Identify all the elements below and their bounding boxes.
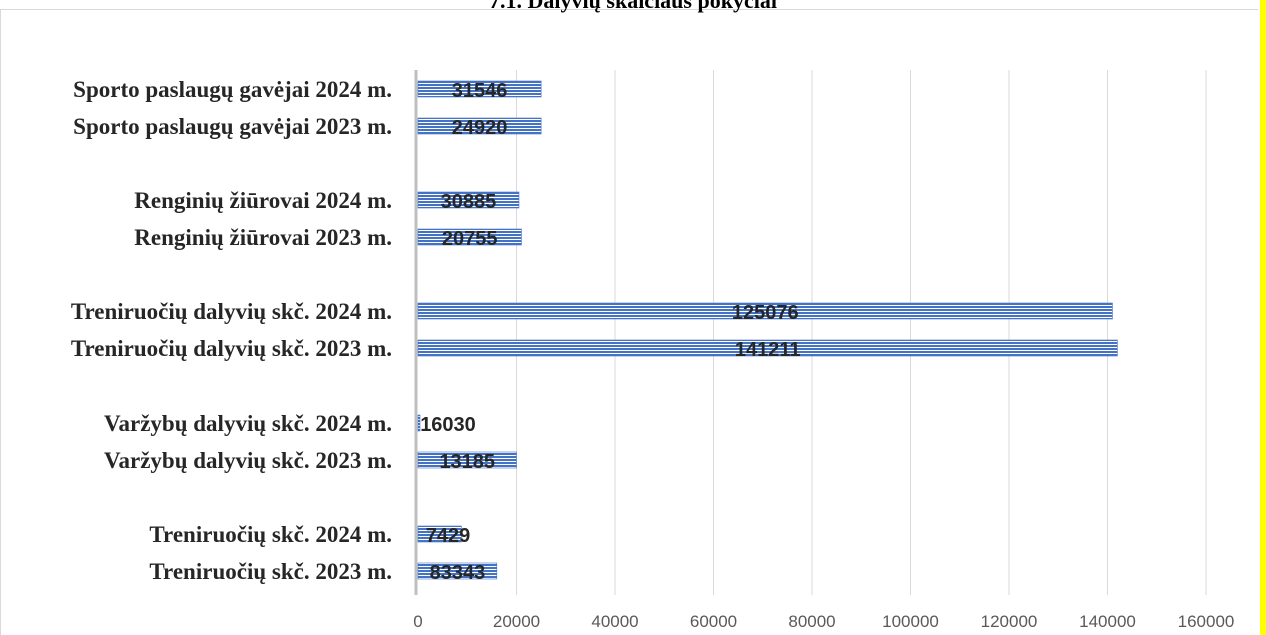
bar [417, 525, 462, 543]
x-tick-label: 20000 [493, 612, 540, 631]
category-label: Sporto paslaugų gavėjai 2024 m. [73, 77, 392, 102]
chart-title: 7.1. Dalyvių skaičiaus pokyčiai [489, 0, 777, 13]
x-tick-label: 0 [413, 612, 422, 631]
bar [417, 451, 517, 469]
category-label: Treniruočių skč. 2023 m. [149, 559, 392, 584]
chart-border-left [0, 9, 1, 635]
bar [417, 414, 421, 432]
category-label: Treniruočių skč. 2024 m. [149, 522, 392, 547]
bar [417, 191, 520, 209]
data-label: 141211 [735, 339, 801, 361]
chart-border-top [0, 9, 1258, 10]
data-label: 125076 [732, 302, 799, 324]
data-label: 13185 [439, 451, 495, 473]
x-tick-label: 80000 [788, 612, 835, 631]
category-label: Varžybų dalyvių skč. 2023 m. [104, 448, 392, 473]
category-label: Varžybų dalyvių skč. 2024 m. [104, 411, 392, 436]
category-label: Renginių žiūrovai 2023 m. [134, 225, 392, 250]
grid-layer [516, 70, 1207, 595]
category-label: Sporto paslaugų gavėjai 2023 m. [73, 114, 392, 139]
bar [417, 80, 542, 98]
x-tick-label: 160000 [1178, 612, 1235, 631]
data-label: 20755 [442, 228, 498, 250]
data-label: 16030 [420, 414, 476, 436]
accent-stripe [1260, 0, 1266, 635]
category-label: Treniruočių dalyvių skč. 2023 m. [71, 336, 392, 361]
x-tick-label: 60000 [690, 612, 737, 631]
bar [417, 562, 498, 580]
x-tick-label: 120000 [981, 612, 1038, 631]
x-tick-label: 100000 [882, 612, 939, 631]
data-label: 24920 [452, 117, 508, 139]
x-tick-label: 140000 [1079, 612, 1136, 631]
category-label: Renginių žiūrovai 2024 m. [134, 188, 392, 213]
label-layer: 0 20000 40000 60000 80000 100000 120000 140000 1… [71, 77, 1235, 631]
data-label: 31546 [452, 80, 508, 102]
x-tick-label: 40000 [591, 612, 638, 631]
bar [417, 228, 522, 246]
data-label: 30885 [441, 191, 497, 213]
data-label: 83343 [430, 562, 486, 584]
bar-layer [417, 80, 1118, 580]
bar [417, 117, 542, 135]
category-label: Treniruočių dalyvių skč. 2024 m. [71, 299, 392, 324]
bar [417, 339, 1118, 357]
bar [417, 302, 1113, 320]
data-label: 7429 [426, 525, 471, 547]
